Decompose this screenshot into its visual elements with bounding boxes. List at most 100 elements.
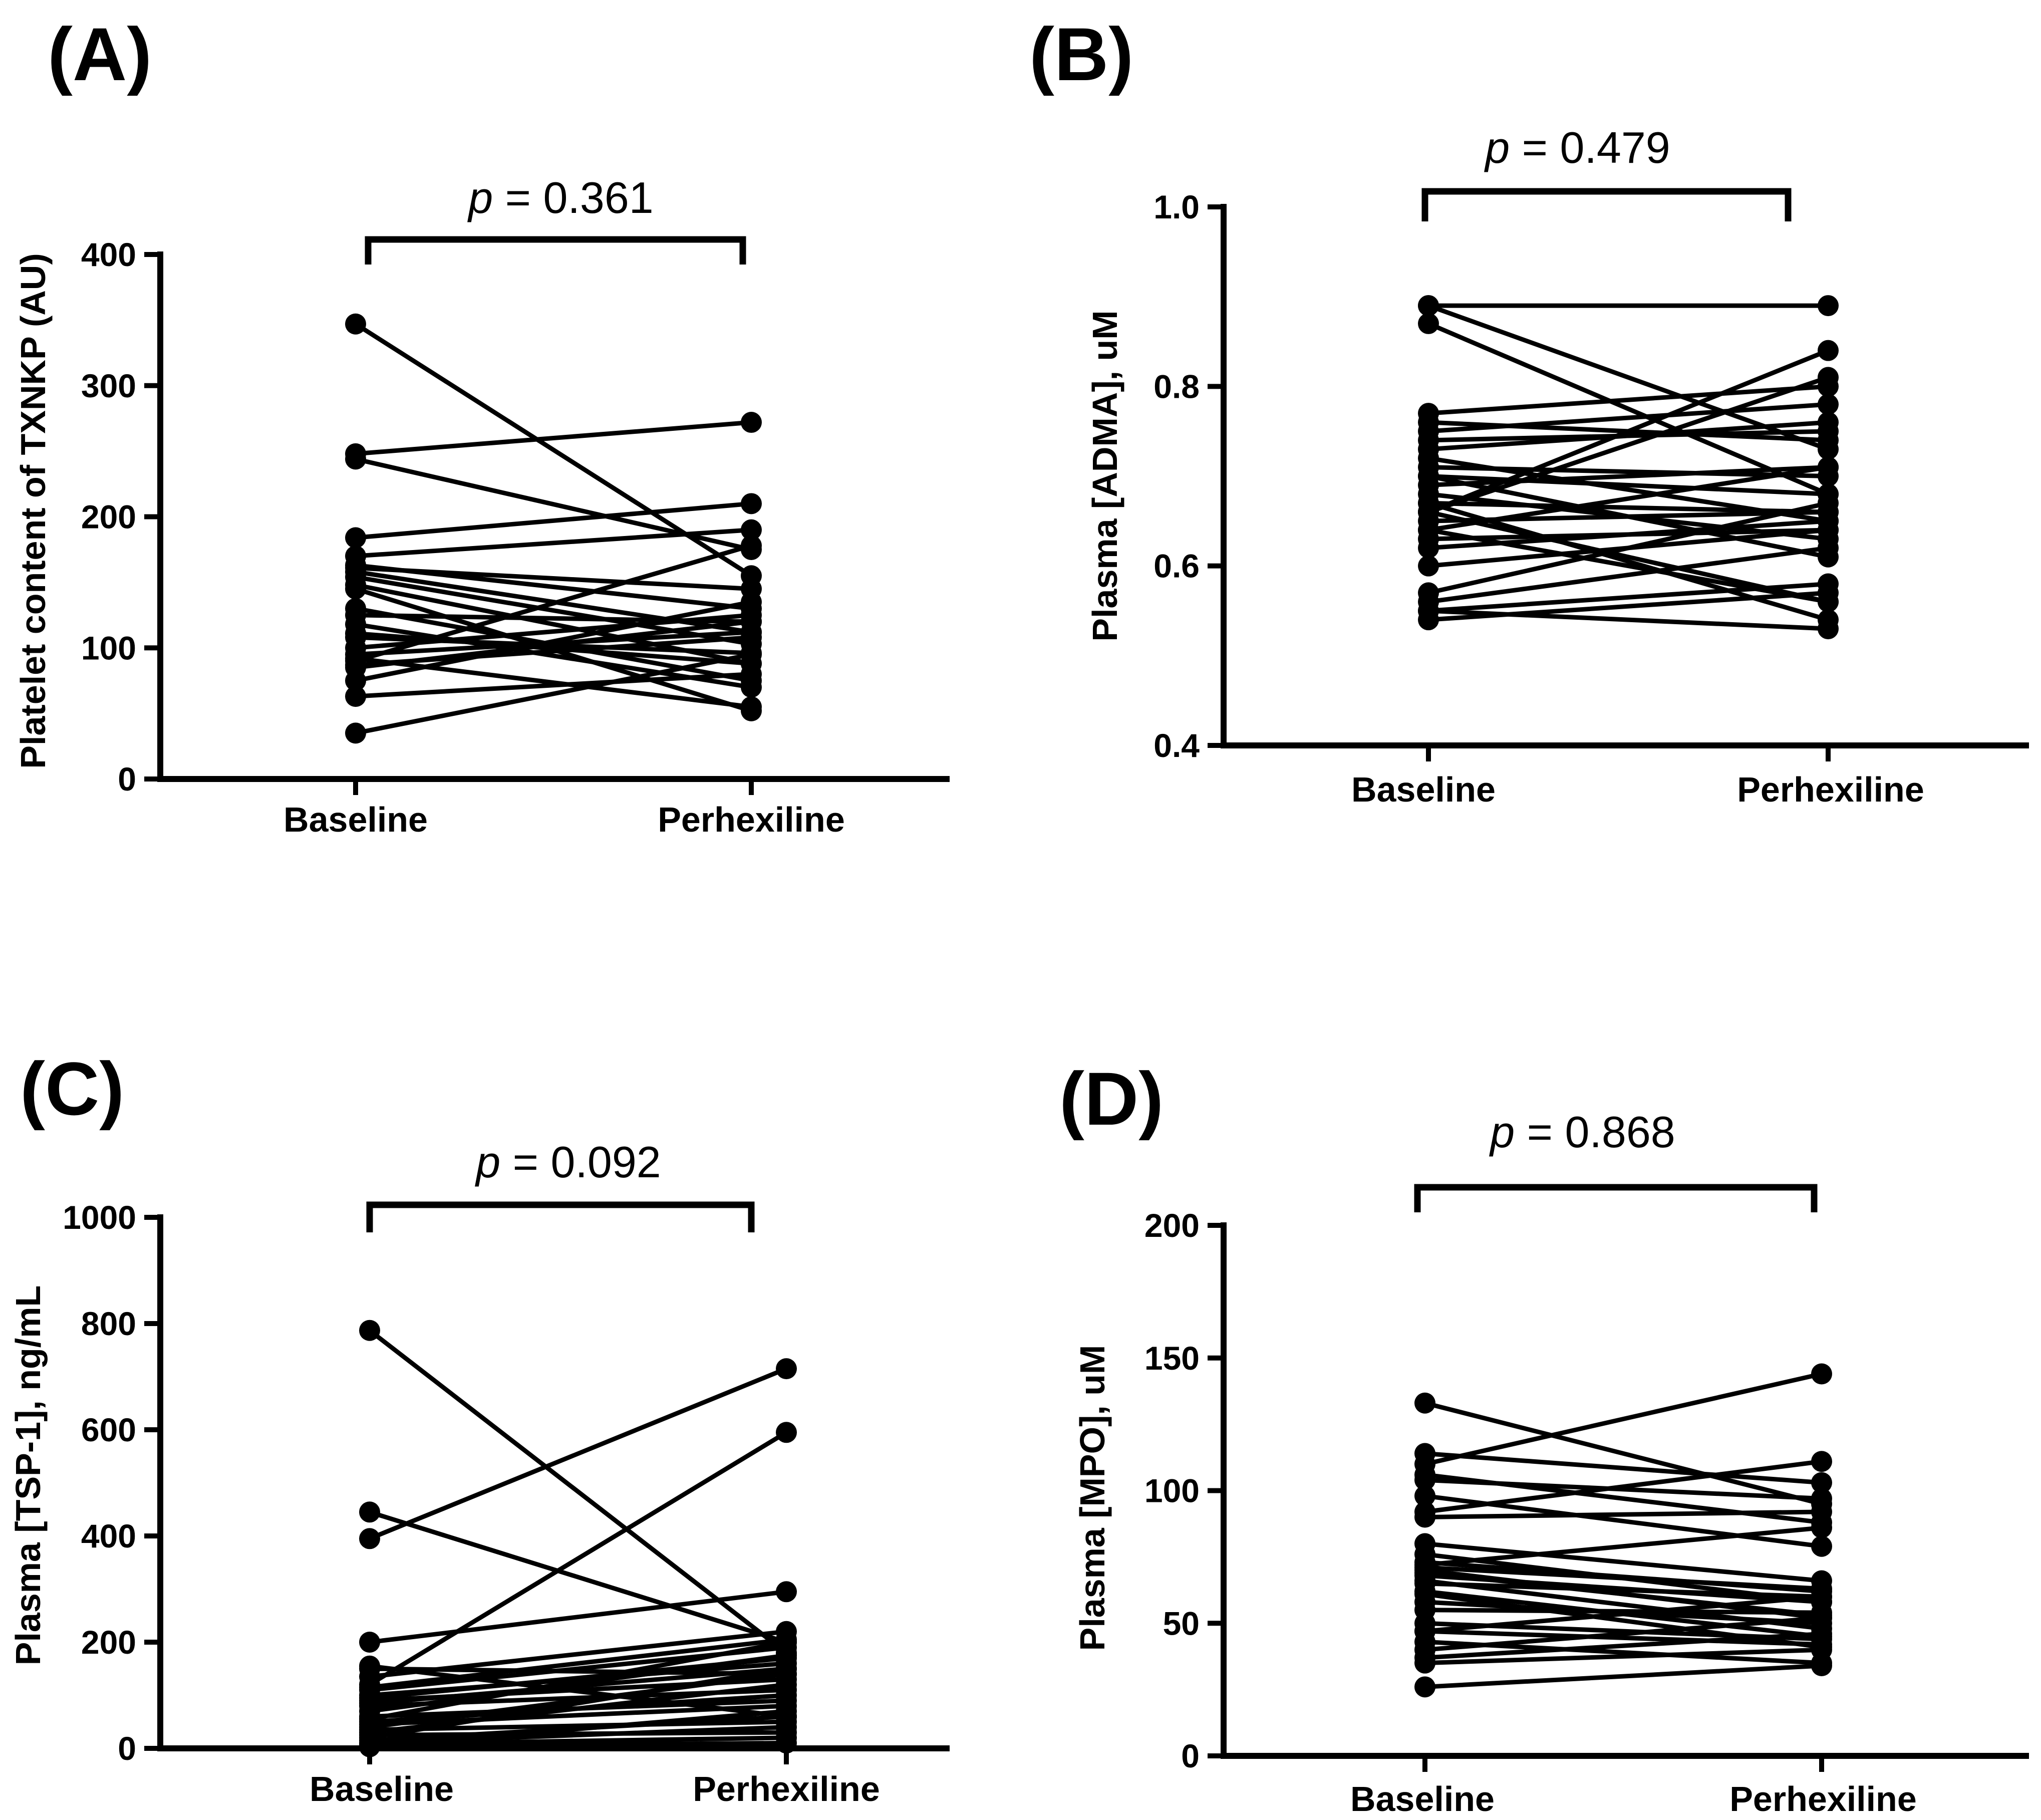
panel-c-pair-line <box>369 1653 787 1714</box>
panel-a-perhexiline-point <box>741 653 762 674</box>
panel-a-baseline-point <box>345 448 366 470</box>
panel-d-pair-line <box>1424 1372 1822 1466</box>
panel-b-perhexiline-point <box>1818 340 1839 361</box>
panel-c-pair-line <box>369 1629 787 1679</box>
panel-b-baseline-point <box>1418 313 1439 334</box>
panel-a-perhexiline-point <box>741 412 762 433</box>
panel-d-pair-line <box>1424 1565 1822 1591</box>
panel-d-baseline-point <box>1414 1652 1435 1674</box>
panel-c-pair-line <box>369 1703 787 1727</box>
panel-d-baseline-point <box>1414 1392 1435 1414</box>
panel-a-pair-line <box>355 600 752 683</box>
panel-a-pair-line <box>355 619 752 670</box>
panel-b-significance-bracket <box>1421 188 1792 221</box>
panel-c-pair-line <box>369 1740 787 1748</box>
panel-a-pair-line <box>355 672 752 699</box>
panel-d-baseline-point <box>1414 1469 1435 1491</box>
panel-d-baseline-point <box>1414 1676 1435 1698</box>
panel-b-perhexiline-point <box>1818 492 1839 514</box>
panel-d-perhexiline-point <box>1811 1636 1832 1658</box>
panel-d-pair-line <box>1424 1451 1822 1485</box>
panel-c-perhexiline-point <box>776 1358 797 1380</box>
panel-b-pair-line <box>1428 608 1829 631</box>
panel-d-pair-line <box>1424 1525 1822 1568</box>
panel-b-pair-line <box>1428 465 1829 487</box>
panel-d-baseline-point <box>1414 1621 1435 1642</box>
panel-c-y-tick-label: 200 <box>81 1624 136 1661</box>
panel-c-p-text: = 0.092 <box>500 1137 661 1187</box>
panel-b-baseline-point <box>1418 519 1439 541</box>
panel-d-significance-bracket <box>1414 1184 1818 1212</box>
panel-a-pair-line <box>355 566 752 591</box>
panel-b-baseline-point <box>1418 537 1439 559</box>
panel-a: (A) Platelet content of TXNKP (AU) p = 0… <box>14 12 950 839</box>
panel-a-category-label: Perhexiline <box>658 800 845 839</box>
panel-b-baseline-point <box>1418 582 1439 604</box>
panel-d-y-tick-label: 150 <box>1144 1340 1200 1377</box>
panel-a-baseline-point <box>345 722 366 744</box>
panel-d-pair-line <box>1424 1541 1822 1584</box>
panel-d-pair-line <box>1424 1401 1823 1506</box>
panel-a-baseline-point <box>345 313 366 335</box>
panel-a-y-tick-label: 200 <box>81 498 136 536</box>
panel-a-baseline-point <box>345 623 366 644</box>
panel-c-baseline-point <box>359 1528 380 1549</box>
panel-d-baseline-point <box>1414 1562 1435 1584</box>
panel-b-category-label: Perhexiline <box>1737 770 1924 809</box>
panel-a-y-axis-title: Platelet content of TXNKP (AU) <box>14 253 53 768</box>
panel-d-pair-line <box>1424 1663 1822 1689</box>
panel-d-y-tick-label: 200 <box>1144 1207 1200 1244</box>
panel-a-p-symbol: p <box>467 173 493 222</box>
panel-a-perhexiline-point <box>741 591 762 613</box>
panel-b-perhexiline-point <box>1818 295 1839 317</box>
panel-a-significance-bracket <box>365 236 746 265</box>
panel-d-category-label: Perhexiline <box>1729 1779 1917 1818</box>
panel-d-y-axis-title: Plasma [MPO], uM <box>1073 1345 1112 1651</box>
panel-d-p-text: = 0.868 <box>1515 1107 1675 1157</box>
panel-c-baseline-point <box>359 1632 380 1653</box>
panel-c-pair-line <box>368 1329 788 1655</box>
panel-c-p-symbol: p <box>474 1137 500 1187</box>
panel-c-y-axis-title: Plasma [TSP-1], ng/mL <box>9 1285 48 1665</box>
panel-d-baseline-point <box>1414 1506 1435 1528</box>
panel-d-perhexiline-point <box>1811 1586 1832 1608</box>
panel-d-baseline-point <box>1414 1485 1435 1507</box>
panel-a-y-tick-label: 0 <box>118 760 136 798</box>
panel-c-pair-line <box>369 1589 787 1645</box>
panel-a-pair-line <box>355 652 752 735</box>
panel-d-pair-line <box>1424 1647 1822 1666</box>
panel-c-letter: (C) <box>20 1047 124 1131</box>
panel-a-baseline-point <box>345 578 366 600</box>
panel-d-pair-line <box>1424 1571 1822 1618</box>
panel-a-y-tick-label: 100 <box>81 629 136 666</box>
panel-c-pair-line <box>369 1510 787 1645</box>
panel-b-p-text: = 0.479 <box>1510 123 1670 172</box>
panel-c-y-tick-label: 800 <box>81 1305 136 1342</box>
panel-c: (C) Plasma [TSP-1], ng/mL p = 0.092 Base… <box>9 1047 950 1808</box>
panel-b-pair-line <box>1427 500 1829 622</box>
panel-d-pair-line <box>1424 1616 1822 1652</box>
panel-c-pair-line <box>369 1666 787 1740</box>
panel-c-pair-line <box>369 1637 787 1690</box>
panel-a-baseline-point <box>345 670 366 691</box>
panel-b-pair-line <box>1428 384 1829 416</box>
panel-b-p-value: p = 0.479 <box>1484 123 1670 172</box>
panel-b-pair-line <box>1428 500 1829 595</box>
panel-a-category-label: Baseline <box>283 800 428 839</box>
panel-d-p-symbol: p <box>1489 1107 1515 1157</box>
panel-d-perhexiline-point <box>1811 1605 1832 1626</box>
panel-b-baseline-point <box>1418 600 1439 622</box>
panel-c-perhexiline-point <box>776 1658 797 1679</box>
panel-a-pair-line <box>355 528 752 559</box>
panel-b-pair-line <box>1428 465 1829 533</box>
panel-d-pair-line <box>1424 1608 1822 1615</box>
panel-c-pair-line <box>369 1709 787 1749</box>
panel-d-perhexiline-point <box>1811 1451 1832 1472</box>
panel-c-perhexiline-point <box>776 1674 797 1695</box>
panel-a-p-value: p = 0.361 <box>467 173 653 222</box>
panel-c-baseline-point <box>359 1320 380 1341</box>
panel-b-perhexiline-point <box>1818 412 1839 433</box>
panel-d-baseline-point <box>1414 1584 1435 1605</box>
panel-a-perhexiline-point <box>741 519 762 541</box>
